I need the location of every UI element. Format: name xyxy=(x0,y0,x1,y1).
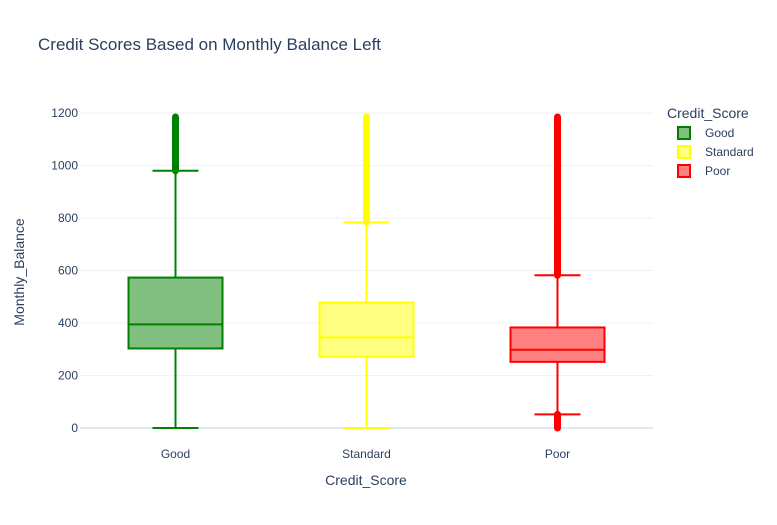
x-tick-label: Good xyxy=(161,447,190,461)
y-tick-label: 1000 xyxy=(51,159,78,173)
chart-title: Credit Scores Based on Monthly Balance L… xyxy=(38,35,381,54)
box-standard xyxy=(318,113,415,429)
iqr-box xyxy=(127,276,224,350)
y-tick-label: 0 xyxy=(71,421,78,435)
y-tick-label: 600 xyxy=(58,264,78,278)
y-tick-labels: 0 200 400 600 800 1000 1200 xyxy=(51,106,78,435)
x-tick-label: Standard xyxy=(342,447,391,461)
legend-label: Good xyxy=(705,126,734,140)
y-tick-label: 200 xyxy=(58,369,78,383)
box-traces xyxy=(127,113,606,432)
legend-item-standard[interactable]: Standard xyxy=(677,145,754,159)
y-axis-title: Monthly_Balance xyxy=(11,218,27,326)
x-tick-labels: Good Standard Poor xyxy=(161,447,570,461)
x-tick-label: Poor xyxy=(545,447,570,461)
y-tick-label: 400 xyxy=(58,316,78,330)
box-poor xyxy=(509,113,606,432)
legend-label: Poor xyxy=(705,164,730,178)
y-tick-label: 1200 xyxy=(51,106,78,120)
legend-swatch xyxy=(677,126,691,140)
legend-item-good[interactable]: Good xyxy=(677,126,734,140)
iqr-box xyxy=(318,301,415,358)
iqr-box xyxy=(509,326,606,363)
legend-label: Standard xyxy=(705,145,754,159)
box-good xyxy=(127,113,224,429)
legend-swatch xyxy=(677,164,691,178)
legend[interactable]: Credit_Score Good Standard Poor xyxy=(667,105,754,178)
x-axis-title: Credit_Score xyxy=(325,472,407,488)
y-tick-label: 800 xyxy=(58,211,78,225)
legend-item-poor[interactable]: Poor xyxy=(677,164,730,178)
legend-title: Credit_Score xyxy=(667,105,749,121)
legend-swatch xyxy=(677,145,691,159)
